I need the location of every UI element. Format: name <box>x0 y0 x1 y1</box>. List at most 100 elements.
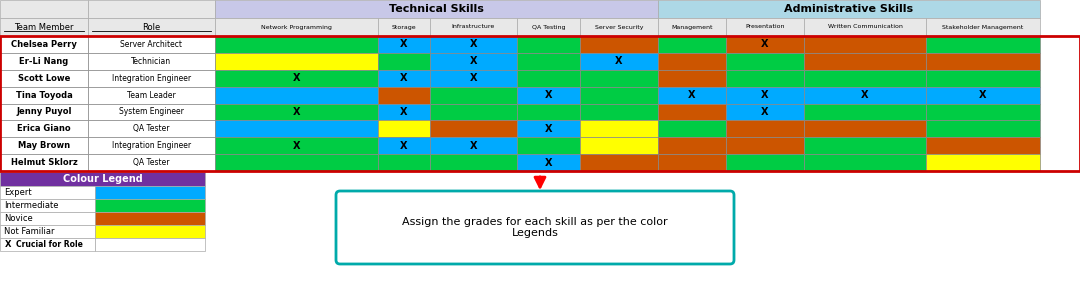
Bar <box>430 18 517 36</box>
Bar <box>215 70 378 87</box>
Text: X: X <box>293 107 300 117</box>
Text: X: X <box>470 39 477 49</box>
Bar <box>804 53 926 70</box>
Bar <box>926 53 1040 70</box>
Bar <box>0 87 87 103</box>
Bar <box>804 137 926 154</box>
Bar <box>430 103 517 120</box>
Text: Team Leader: Team Leader <box>127 91 176 99</box>
Bar <box>215 154 378 171</box>
Bar <box>517 18 580 36</box>
Text: X: X <box>4 240 11 249</box>
Bar <box>378 103 430 120</box>
Text: Team Member: Team Member <box>14 23 73 32</box>
Text: Integration Engineer: Integration Engineer <box>112 74 191 83</box>
Bar <box>87 103 215 120</box>
Bar <box>87 36 215 53</box>
Bar <box>0 120 87 137</box>
Text: X: X <box>688 90 696 100</box>
Text: X: X <box>401 73 408 83</box>
Bar <box>0 154 87 171</box>
Bar <box>430 36 517 53</box>
Bar <box>215 120 378 137</box>
Bar <box>87 70 215 87</box>
Bar <box>804 154 926 171</box>
Bar <box>95 238 205 251</box>
Bar <box>87 18 215 36</box>
Bar <box>215 87 378 103</box>
Text: X: X <box>470 73 477 83</box>
Text: X: X <box>401 107 408 117</box>
Text: Presentation: Presentation <box>745 25 785 30</box>
Bar <box>517 154 580 171</box>
Bar <box>517 87 580 103</box>
Bar <box>215 103 378 120</box>
Bar <box>926 70 1040 87</box>
Bar <box>430 70 517 87</box>
Text: Chelsea Perry: Chelsea Perry <box>11 40 77 49</box>
Bar <box>87 137 215 154</box>
Text: Server Security: Server Security <box>595 25 644 30</box>
Text: Colour Legend: Colour Legend <box>63 174 143 184</box>
Bar <box>926 120 1040 137</box>
Bar <box>0 199 95 212</box>
Bar <box>378 70 430 87</box>
Bar <box>0 186 95 199</box>
Text: Er-Li Nang: Er-Li Nang <box>19 57 69 66</box>
Text: Written Communication: Written Communication <box>827 25 903 30</box>
Text: X: X <box>980 90 987 100</box>
Text: X: X <box>761 107 769 117</box>
Bar <box>215 36 378 53</box>
Bar <box>378 18 430 36</box>
Text: Role: Role <box>143 23 161 32</box>
Bar <box>0 172 205 186</box>
Bar <box>580 154 658 171</box>
Bar <box>0 0 87 18</box>
Text: System Engineer: System Engineer <box>119 107 184 117</box>
Bar <box>87 120 215 137</box>
Bar <box>95 225 205 238</box>
Bar <box>726 36 804 53</box>
Text: Erica Giano: Erica Giano <box>17 124 71 133</box>
Bar <box>726 87 804 103</box>
Bar <box>430 154 517 171</box>
Bar <box>0 36 87 53</box>
Bar <box>378 154 430 171</box>
Bar <box>580 120 658 137</box>
Bar <box>378 36 430 53</box>
Bar <box>0 36 1080 171</box>
Text: Stakeholder Management: Stakeholder Management <box>943 25 1024 30</box>
Bar <box>926 137 1040 154</box>
Text: Server Architect: Server Architect <box>121 40 183 49</box>
Bar <box>580 53 658 70</box>
Bar <box>378 53 430 70</box>
Bar <box>726 154 804 171</box>
Bar <box>95 186 205 199</box>
Bar <box>726 120 804 137</box>
Bar <box>430 87 517 103</box>
Bar <box>215 137 378 154</box>
Bar <box>926 103 1040 120</box>
Bar <box>430 120 517 137</box>
Bar <box>430 53 517 70</box>
Text: Storage: Storage <box>392 25 416 30</box>
Bar <box>0 103 87 120</box>
Text: QA Testing: QA Testing <box>531 25 565 30</box>
Bar <box>0 70 87 87</box>
Bar <box>378 120 430 137</box>
Bar <box>658 18 726 36</box>
Bar <box>580 103 658 120</box>
Text: May Brown: May Brown <box>18 141 70 150</box>
Bar <box>517 70 580 87</box>
Bar <box>517 120 580 137</box>
Bar <box>726 103 804 120</box>
Bar <box>517 137 580 154</box>
Bar <box>0 238 95 251</box>
Bar <box>926 18 1040 36</box>
Bar <box>926 154 1040 171</box>
Bar <box>378 137 430 154</box>
Bar <box>87 154 215 171</box>
Bar <box>87 53 215 70</box>
Bar <box>215 0 658 18</box>
Text: Expert: Expert <box>4 188 31 197</box>
